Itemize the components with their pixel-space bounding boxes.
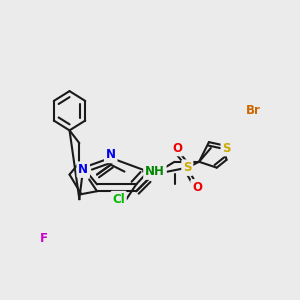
Text: N: N (106, 148, 116, 161)
Text: NH: NH (145, 165, 165, 178)
Text: O: O (172, 142, 182, 154)
Text: Br: Br (246, 104, 260, 117)
Text: Cl: Cl (112, 193, 125, 206)
Text: N: N (78, 163, 88, 176)
Text: O: O (192, 181, 202, 194)
Text: S: S (222, 142, 231, 154)
Text: S: S (183, 161, 191, 174)
Text: F: F (40, 232, 48, 245)
